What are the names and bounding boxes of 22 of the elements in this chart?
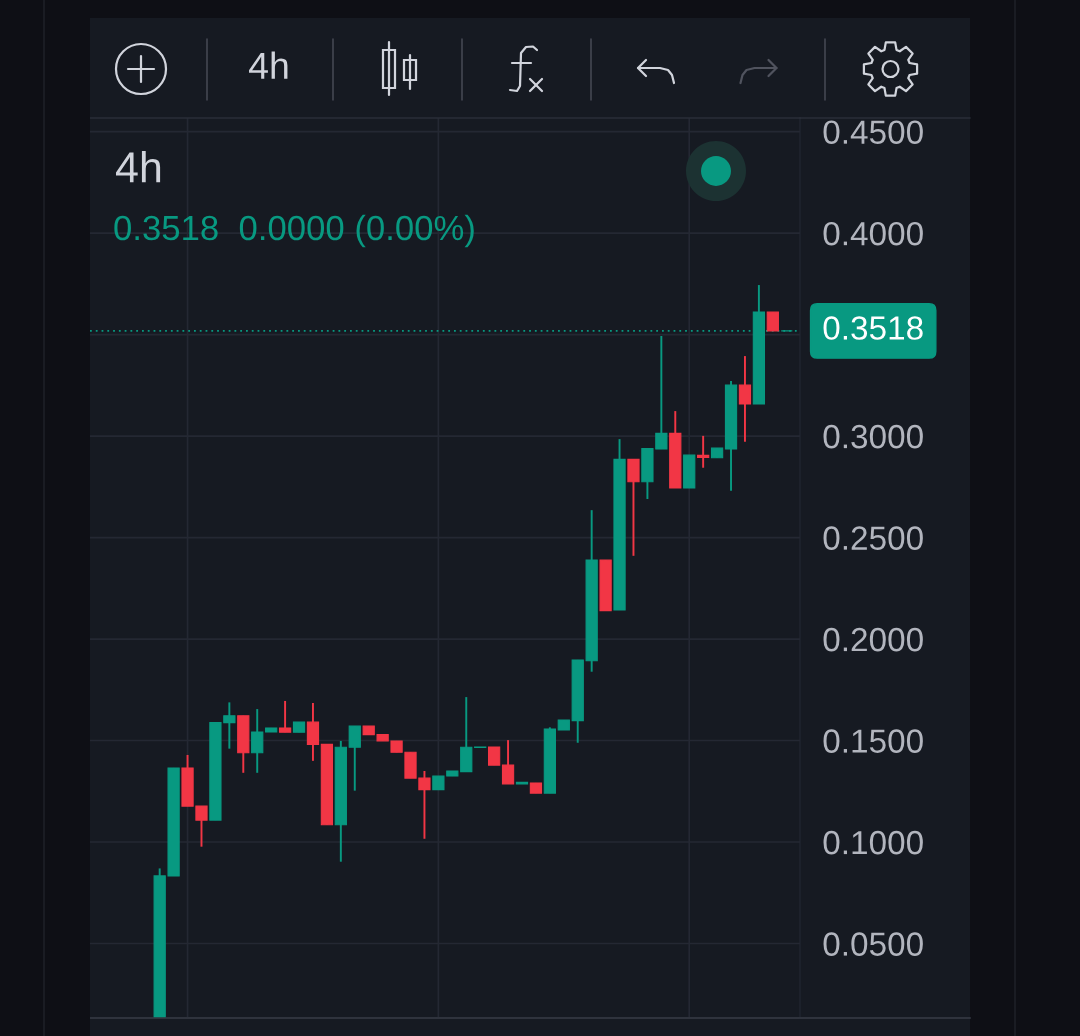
candlestick <box>348 725 361 792</box>
candlestick <box>487 746 501 766</box>
text: 4h <box>115 150 161 183</box>
y-tick-label: 0.1500 <box>823 729 923 753</box>
y-tick-label: 0.3000 <box>823 424 923 449</box>
candlestick <box>306 702 320 762</box>
candlestick <box>251 708 264 774</box>
y-tick-label: 0.1000 <box>823 830 923 855</box>
y-tick-label: 0.2000 <box>823 627 923 652</box>
text: 4h <box>249 51 288 79</box>
y-tick-label: 0.4000 <box>823 221 923 246</box>
candlestick <box>738 355 752 443</box>
candlestick <box>766 311 779 332</box>
candlestick <box>627 458 640 557</box>
y-tick-label: 0.4500 <box>823 120 923 145</box>
candlestick <box>278 699 292 734</box>
y-tick-label: 0.2500 <box>823 526 923 550</box>
text: 0.3518 0.0000 (0.00%) <box>114 214 474 248</box>
y-tick-label: 0.0500 <box>823 932 923 956</box>
candlestick <box>697 434 710 469</box>
ref-line-label: 0.3518 <box>823 316 923 340</box>
candlestick <box>501 739 515 785</box>
